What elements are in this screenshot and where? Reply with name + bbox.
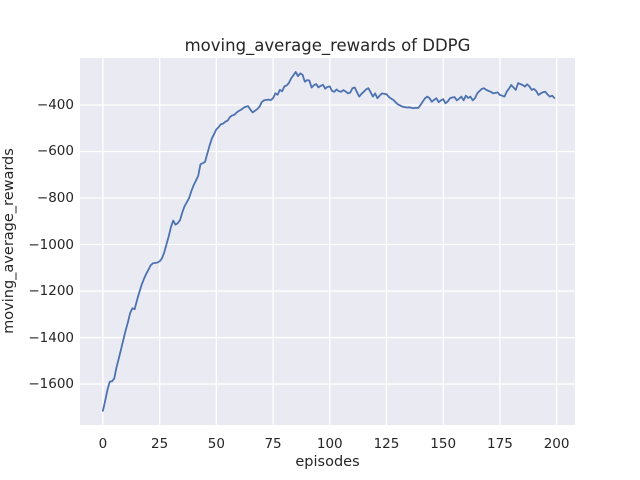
x-tick-label: 25 bbox=[151, 436, 169, 452]
plot-area bbox=[80, 58, 575, 425]
y-tick-label: −1400 bbox=[28, 329, 74, 346]
y-tick-label: −600 bbox=[36, 143, 74, 160]
y-tick-label: −800 bbox=[36, 190, 74, 206]
x-tick-label: 75 bbox=[264, 436, 282, 452]
series-line-group bbox=[102, 71, 556, 412]
x-axis-label: episodes bbox=[295, 454, 360, 470]
y-tick-label: −1200 bbox=[28, 283, 74, 300]
y-tick-label: −400 bbox=[36, 96, 74, 113]
y-tick-label: −1000 bbox=[28, 236, 74, 253]
plot-svg bbox=[80, 58, 575, 425]
y-axis-label-text: moving_average_rewards bbox=[1, 148, 17, 334]
chart-title: moving_average_rewards of DDPG bbox=[184, 36, 471, 55]
y-tick-label: −1600 bbox=[28, 376, 74, 393]
gridlines bbox=[80, 58, 575, 425]
x-tick-label: 150 bbox=[430, 436, 457, 452]
x-tick-label: 125 bbox=[373, 436, 400, 452]
x-tick-label: 100 bbox=[316, 436, 343, 452]
x-tick-label: 175 bbox=[487, 436, 513, 452]
series-line-moving_average_rewards bbox=[102, 71, 556, 412]
x-tick-label: 50 bbox=[207, 436, 225, 452]
x-tick-label: 0 bbox=[98, 436, 108, 452]
x-tick-label: 200 bbox=[543, 436, 570, 452]
y-axis-label: moving_average_rewards bbox=[1, 148, 17, 334]
